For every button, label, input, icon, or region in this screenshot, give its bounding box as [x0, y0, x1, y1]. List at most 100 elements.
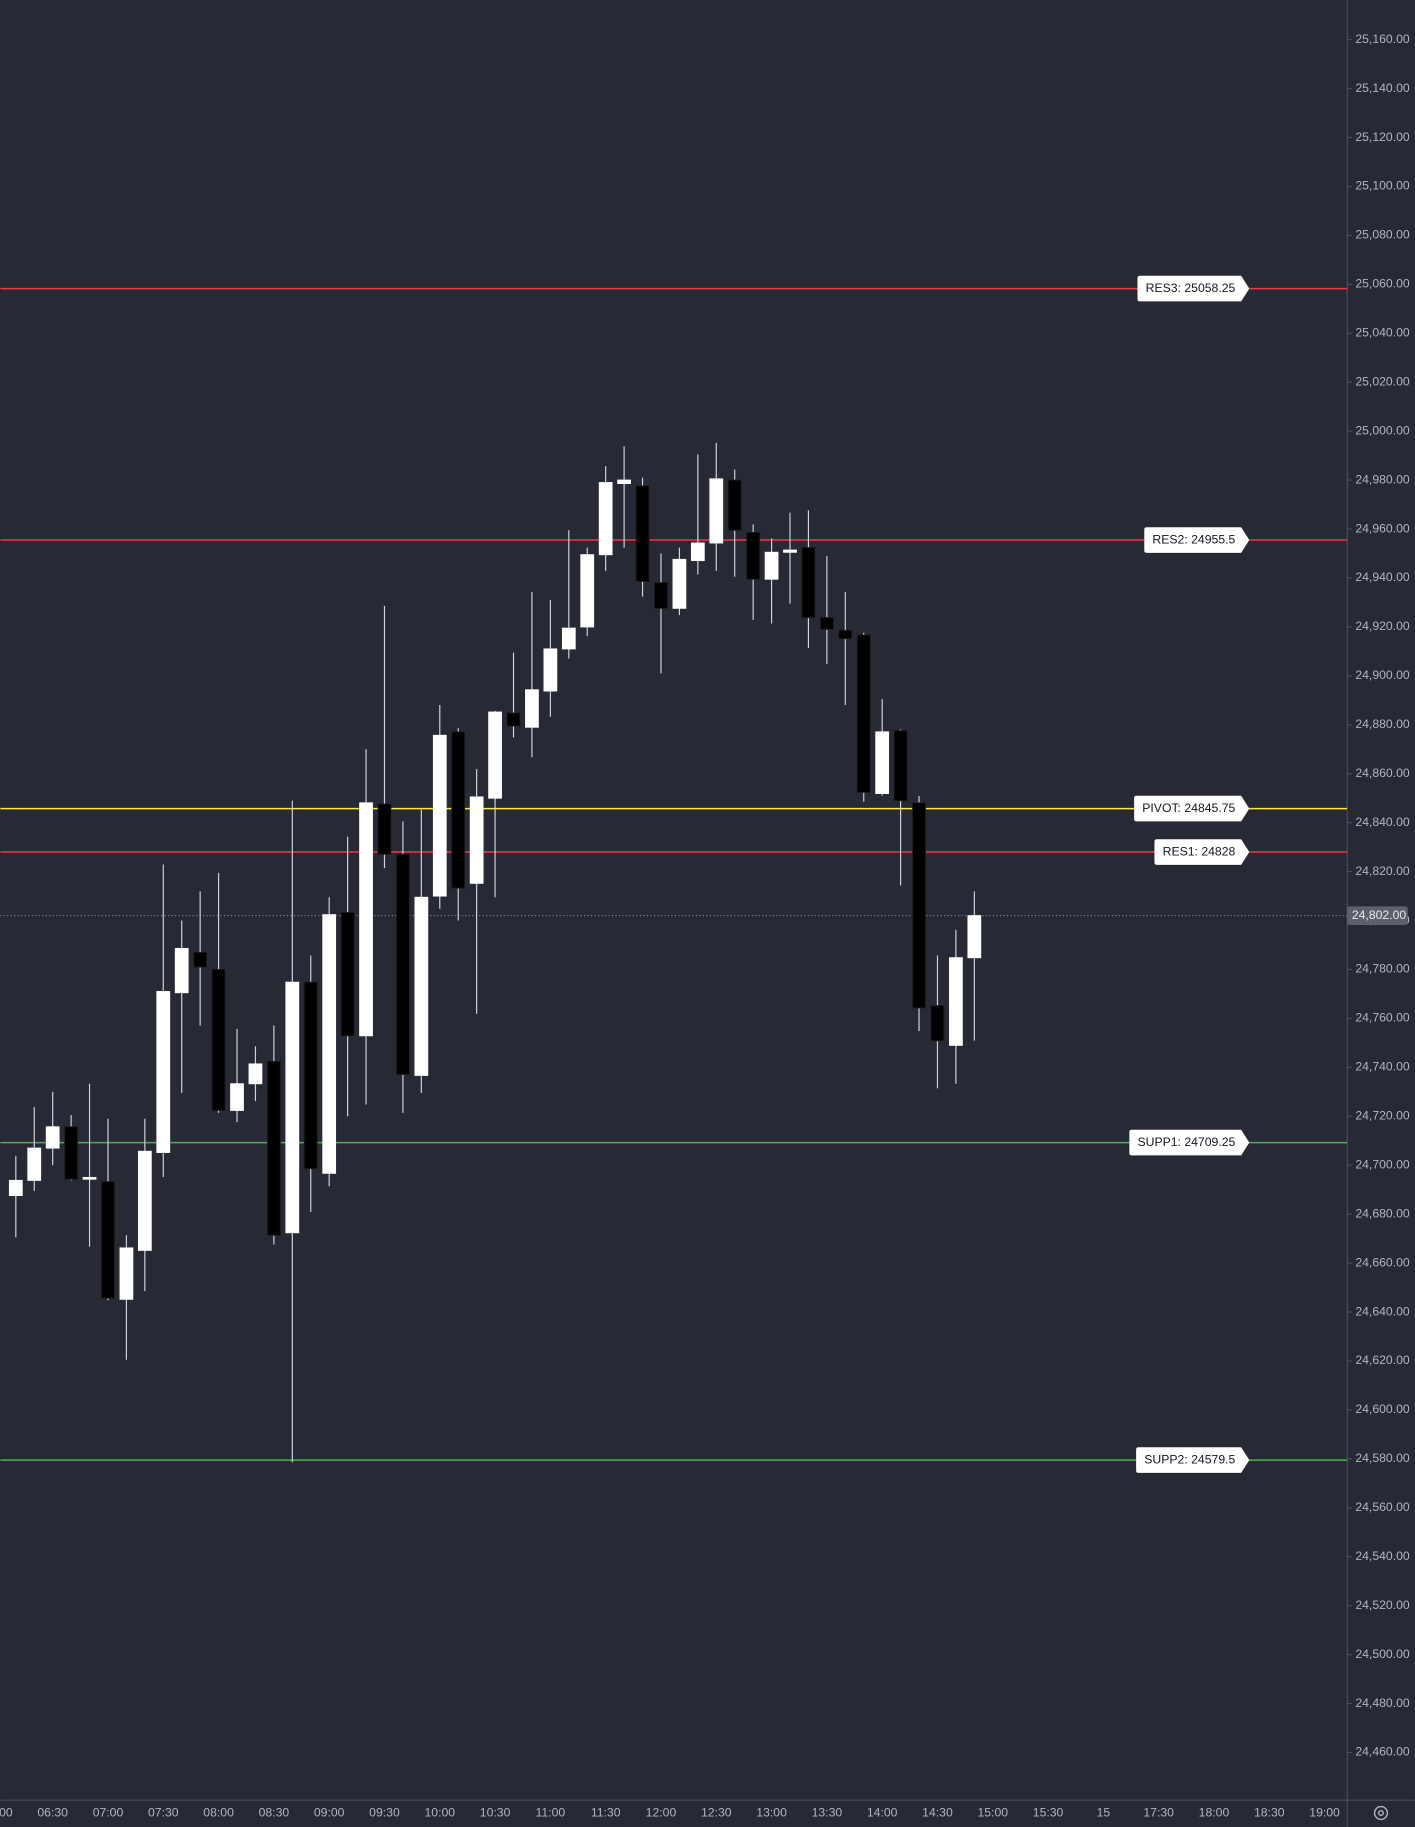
candle-body — [101, 1181, 115, 1299]
candle-body — [193, 951, 208, 968]
x-tick-label: 12:30 — [701, 1805, 732, 1819]
y-tick-label: 25,000.00 — [1355, 423, 1410, 437]
x-tick-label: 15 — [1097, 1805, 1111, 1819]
y-tick-label: 24,960.00 — [1355, 521, 1410, 535]
y-tick-label: 24,720.00 — [1355, 1109, 1410, 1123]
y-tick-label: 24,900.00 — [1355, 668, 1410, 682]
candle-body — [156, 991, 171, 1153]
candle-body — [396, 853, 410, 1075]
candle-body — [856, 634, 871, 793]
level-label-text: RES3: 25058.25 — [1146, 281, 1236, 295]
level-label-box — [1137, 275, 1250, 302]
y-tick-label: 24,580.00 — [1355, 1451, 1410, 1465]
candle-body — [525, 689, 539, 728]
y-tick-label: 24,920.00 — [1355, 619, 1410, 633]
candle-body — [654, 582, 668, 609]
last-price-box — [1347, 906, 1408, 925]
candle-body — [45, 1126, 60, 1149]
y-tick-label: 25,140.00 — [1355, 81, 1410, 95]
candle-body — [469, 796, 484, 884]
candle-body — [82, 1176, 97, 1180]
level-label-box — [1144, 527, 1250, 553]
y-tick-label: 24,780.00 — [1355, 962, 1410, 976]
candle-body — [967, 915, 982, 959]
x-tick-label: 08:30 — [259, 1805, 290, 1819]
candle-body — [211, 969, 226, 1111]
candle-body — [64, 1126, 78, 1180]
candle-body — [598, 482, 613, 556]
candle-body — [727, 479, 742, 531]
level-label-text: RES2: 24955.5 — [1152, 532, 1235, 546]
y-tick-label: 25,060.00 — [1355, 277, 1410, 291]
x-tick-label: 19:00 — [1309, 1805, 1340, 1819]
x-tick-label: 08:00 — [203, 1805, 234, 1819]
x-tick-label: 18:30 — [1254, 1805, 1285, 1819]
level-label-box — [1134, 795, 1250, 822]
level-label-text: SUPP2: 24579.5 — [1144, 1452, 1235, 1466]
candle-body — [322, 914, 337, 1174]
x-tick-label: 14:00 — [867, 1805, 898, 1819]
level-label-box — [1154, 839, 1250, 865]
y-tick-label: 24,700.00 — [1355, 1157, 1410, 1171]
y-tick-label: 24,640.00 — [1355, 1304, 1410, 1318]
y-tick-label: 24,600.00 — [1355, 1402, 1410, 1416]
candle-body — [119, 1247, 134, 1300]
x-tick-label: 14:30 — [922, 1805, 953, 1819]
x-tick-label: 10:30 — [480, 1805, 511, 1819]
candle-body — [783, 549, 797, 553]
candle-body — [709, 478, 724, 544]
candle-body — [8, 1179, 23, 1197]
candle-body — [377, 803, 392, 855]
level-label: PIVOT: 24845.75 — [1134, 795, 1250, 822]
candle-body — [949, 957, 963, 1046]
y-tick-label: 24,820.00 — [1355, 864, 1410, 878]
candle-body — [414, 896, 429, 1076]
y-tick-label: 25,020.00 — [1355, 374, 1410, 388]
x-tick-label: 15:00 — [977, 1805, 1008, 1819]
y-tick-label: 24,980.00 — [1355, 472, 1410, 486]
candle-body — [488, 711, 502, 799]
candle-body — [561, 627, 576, 650]
x-tick-label: 06:30 — [37, 1805, 68, 1819]
x-tick-label: 06:00 — [0, 1805, 13, 1819]
y-tick-label: 24,840.00 — [1355, 815, 1410, 829]
x-tick-label: 13:00 — [756, 1805, 787, 1819]
candle-body — [506, 712, 521, 727]
candle-body — [635, 485, 650, 582]
candle-body — [451, 731, 466, 889]
x-tick-label: 07:30 — [148, 1805, 179, 1819]
candle-body — [672, 558, 687, 609]
x-tick-label: 15:30 — [1033, 1805, 1064, 1819]
x-tick-label: 17:30 — [1143, 1805, 1174, 1819]
candle-body — [875, 731, 890, 795]
candle-body — [27, 1147, 42, 1181]
y-tick-label: 24,500.00 — [1355, 1647, 1410, 1661]
x-tick-label: 18:00 — [1199, 1805, 1230, 1819]
y-tick-label: 24,680.00 — [1355, 1206, 1410, 1220]
y-tick-label: 24,520.00 — [1355, 1598, 1410, 1612]
level-label: SUPP1: 24709.25 — [1129, 1129, 1250, 1156]
y-tick-label: 25,040.00 — [1355, 326, 1410, 340]
candle-body — [248, 1063, 263, 1085]
y-tick-label: 25,100.00 — [1355, 179, 1410, 193]
candle-body — [893, 730, 908, 802]
last-price-label: 24,802.00 — [1352, 908, 1407, 922]
x-tick-label: 12:00 — [646, 1805, 677, 1819]
y-tick-label: 24,480.00 — [1355, 1696, 1410, 1710]
candle-body — [285, 981, 300, 1234]
y-tick-label: 25,160.00 — [1355, 32, 1410, 46]
candle-body — [340, 911, 355, 1037]
candle-body — [543, 648, 558, 692]
settings-icon[interactable] — [1373, 1805, 1389, 1821]
x-tick-label: 11:00 — [536, 1805, 566, 1819]
y-tick-label: 24,620.00 — [1355, 1353, 1410, 1367]
candle-body — [912, 802, 926, 1009]
x-tick-label: 07:00 — [93, 1805, 124, 1819]
level-label-box — [1136, 1447, 1250, 1473]
candle-body — [230, 1083, 244, 1111]
y-tick-label: 24,940.00 — [1355, 570, 1410, 584]
y-tick-label: 24,540.00 — [1355, 1549, 1410, 1563]
candle-body — [764, 551, 779, 580]
level-label: SUPP2: 24579.5 — [1136, 1447, 1250, 1473]
